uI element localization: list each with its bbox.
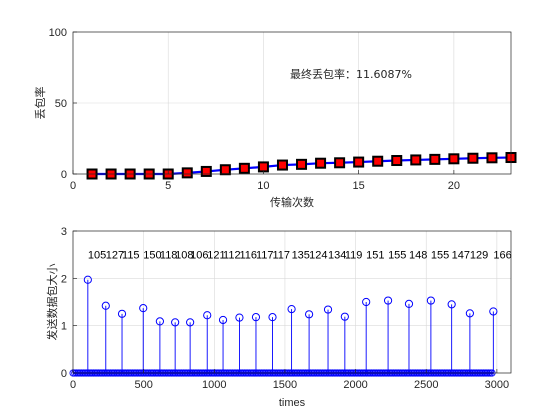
loss-rate-point xyxy=(334,157,346,169)
loss-rate-point xyxy=(276,159,288,171)
bottom-x-tick-label: 500 xyxy=(134,379,152,391)
loss-rate-point xyxy=(410,154,422,166)
packet-stem-marker xyxy=(383,296,393,305)
packet-size-label: 155 xyxy=(388,250,406,262)
bottom-x-tick-label: 1000 xyxy=(202,379,226,391)
packet-size-label: 117 xyxy=(273,250,291,262)
packet-stem-marker xyxy=(203,311,212,320)
loss-rate-point xyxy=(181,167,193,179)
packet-size-label: 151 xyxy=(366,250,384,262)
packet-size-label: 147 xyxy=(452,250,470,262)
top-x-ticks: 0 5 10 15 20 xyxy=(70,170,460,192)
bottom-x-tick-label: 2500 xyxy=(414,379,438,391)
packet-stem-marker xyxy=(465,309,474,318)
packet-stem-marker xyxy=(304,310,314,319)
packet-stem-marker xyxy=(117,309,127,318)
bottom-y-tick-label: 1 xyxy=(61,321,67,333)
loss-rate-point xyxy=(200,165,212,177)
packet-size-label: 134 xyxy=(328,250,346,262)
bottom-axes-frame xyxy=(72,230,512,374)
packet-size-label: 118 xyxy=(160,250,178,262)
packet-size-label: 166 xyxy=(493,250,511,262)
packet-stem-marker xyxy=(426,296,435,305)
packet-size-label: 148 xyxy=(409,250,427,262)
top-x-tick-label: 10 xyxy=(257,180,269,192)
loss-rate-point xyxy=(429,153,441,165)
packet-stem-marker xyxy=(362,297,371,307)
bottom-x-tick-label: 2000 xyxy=(343,379,367,391)
loss-rate-point xyxy=(391,155,403,167)
packet-stem-marker xyxy=(287,305,296,314)
packet-stem-marker xyxy=(268,313,277,322)
top-x-axis-label: 传输次数 xyxy=(270,195,314,209)
loss-rate-point xyxy=(448,153,460,165)
packet-size-label: 108 xyxy=(175,250,193,262)
top-y-tick-label: 0 xyxy=(61,169,67,181)
bottom-x-tick-label: 0 xyxy=(70,379,76,391)
packet-stem-marker xyxy=(340,312,349,321)
packet-size-label: 105 xyxy=(88,250,106,262)
packet-stem-marker xyxy=(489,307,498,316)
loss-rate-point xyxy=(467,152,479,164)
top-y-tick-label: 50 xyxy=(55,98,67,110)
packet-size-label: 117 xyxy=(256,250,274,262)
packet-size-label: 124 xyxy=(309,250,327,262)
loss-rate-point xyxy=(315,157,327,169)
top-x-tick-label: 5 xyxy=(165,180,171,192)
packet-stem-marker xyxy=(101,301,110,310)
packet-stem-marker xyxy=(155,317,164,326)
packet-stem-marker xyxy=(251,313,261,322)
final-loss-annotation: 最终丢包率：11.6087% xyxy=(290,67,412,81)
bottom-x-axis-label: times xyxy=(279,397,306,409)
packet-size-label: 112 xyxy=(223,250,241,262)
loss-rate-point xyxy=(296,158,308,170)
bottom-y-tick-label: 0 xyxy=(61,368,67,380)
top-x-tick-label: 0 xyxy=(70,180,76,192)
loss-rate-point xyxy=(238,162,250,174)
top-axes: 0 5 10 15 20 0 50 100 传输次数 丢包率 最终丢包率：11.6087% xyxy=(33,27,517,209)
packet-stem-marker xyxy=(171,318,180,327)
packet-size-label: 116 xyxy=(239,250,257,262)
top-x-tick-label: 20 xyxy=(448,180,460,192)
packet-size-label: 135 xyxy=(292,250,310,262)
top-y-axis-label: 丢包率 xyxy=(33,87,47,120)
top-y-tick-label: 100 xyxy=(49,27,67,39)
packet-size-label: 127 xyxy=(106,250,124,262)
packet-stem-marker xyxy=(139,304,148,313)
packet-stem-marker xyxy=(83,275,92,284)
bottom-x-tick-label: 3000 xyxy=(485,379,509,391)
packet-size-label: 121 xyxy=(207,250,225,262)
packet-size-label: 150 xyxy=(143,250,161,262)
top-x-tick-label: 15 xyxy=(353,180,365,192)
bottom-y-axis-label: 发送数据包大小 xyxy=(45,264,59,341)
bottom-y-tick-label: 3 xyxy=(61,226,67,238)
bottom-x-tick-label: 1500 xyxy=(273,379,297,391)
loss-rate-point xyxy=(486,152,498,164)
packet-stem-marker xyxy=(404,299,414,308)
packet-size-label: 129 xyxy=(470,250,488,262)
packet-stem-marker xyxy=(186,318,195,327)
packet-stem-marker xyxy=(323,305,333,314)
packet-stem-marker xyxy=(447,300,456,309)
top-y-ticks: 0 50 100 xyxy=(49,27,77,181)
packet-size-label: 155 xyxy=(431,250,449,262)
bottom-x-ticks: 0 500 1000 1500 2000 2500 3000 xyxy=(70,369,509,391)
loss-rate-point xyxy=(219,164,231,176)
loss-rate-point xyxy=(372,155,384,167)
packet-stem-marker xyxy=(235,313,244,322)
loss-rate-point xyxy=(353,156,365,168)
packet-size-label: 119 xyxy=(345,250,363,262)
packet-stem-marker xyxy=(218,315,228,325)
bottom-y-ticks: 0 1 2 3 xyxy=(61,226,77,380)
packet-size-label: 115 xyxy=(122,250,140,262)
bottom-y-tick-label: 2 xyxy=(61,273,67,285)
packet-size-label: 106 xyxy=(190,250,208,262)
